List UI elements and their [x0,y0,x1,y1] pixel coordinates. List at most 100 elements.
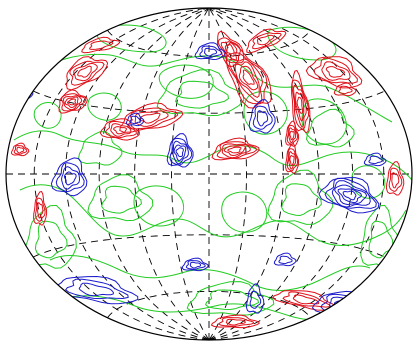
positive-contour [242,69,255,85]
zero-contour-path [87,92,122,121]
positive-contour [138,112,161,124]
zero-contour [87,174,154,222]
meridian-line [208,8,353,340]
zero-contour-path [351,165,386,199]
zero-contour-path [158,64,214,99]
negative-contour [342,190,357,201]
zero-contour [34,220,68,259]
meridian-line [208,8,385,340]
positive-contour [216,141,258,159]
zero-contour-path [49,254,371,291]
positive-contour [60,93,87,112]
positive-contour [77,65,92,78]
negative-contour [203,47,218,57]
zero-contour-path [243,91,288,135]
negative-contour [278,255,293,265]
negative-contour [318,177,380,214]
negative-contour [370,52,390,67]
negative-contour [249,290,262,309]
zero-contour-path [13,130,412,181]
negative-contour [63,171,77,186]
negative-contour [331,180,371,208]
positive-contour [234,61,260,98]
zero-contours [13,24,412,321]
positive-contour [333,82,357,97]
positive-contour [252,32,282,50]
positive-contour [289,130,295,141]
zero-contour-path [267,26,337,61]
positive-contour [292,294,320,305]
positive-contour [391,172,400,189]
negative-contour [181,257,209,272]
zero-contour-path [96,24,167,53]
parallel-line [33,90,385,114]
zero-contour [204,289,260,311]
positive-contour [13,145,28,155]
zero-contour [175,80,230,109]
negative-contour [194,42,226,61]
negative-contour [129,115,142,125]
negative-contour [363,152,387,167]
negative-contour [51,275,139,305]
positive-contour [73,62,98,82]
negative-contour [15,86,30,98]
positive-contours [10,28,405,329]
zero-contour [305,108,355,148]
negative-contour [61,166,81,190]
zero-contour [156,69,245,117]
negative-contour [185,260,206,270]
positive-contour [62,95,83,111]
positive-contour [134,110,169,127]
negative-contour [273,252,297,267]
positive-contour [65,56,109,91]
positive-contour [288,151,297,170]
positive-contour [69,60,105,86]
positive-contour [325,66,346,78]
zero-contour [267,169,334,225]
positive-contour [127,107,179,130]
positive-contour [227,146,242,154]
negative-contour [324,177,377,209]
positive-contour [225,318,246,326]
positive-contour [35,197,46,222]
positive-contour [286,148,299,172]
positive-contour [238,65,259,91]
negative-contours [10,32,390,318]
positive-contour [313,57,358,84]
zero-contour-path [19,184,407,246]
positive-contour [37,202,44,219]
negative-contour [125,112,145,127]
positive-contour [210,314,260,329]
negative-contour [337,188,363,204]
positive-contour [110,123,132,137]
zero-contour [360,204,401,269]
positive-contour [16,146,25,154]
zero-contour-path [221,191,268,233]
positive-contour [220,41,238,61]
negative-contour [374,55,387,65]
zero-contour-path [29,53,393,123]
positive-contour [285,143,300,174]
positive-contour [295,91,305,122]
negative-contour [199,45,223,59]
negative-contour [50,157,88,197]
negative-contour [189,261,202,269]
positive-contour [81,36,121,54]
positive-contour [288,127,297,144]
negative-contour [252,105,273,130]
negative-contour [166,133,194,168]
positive-contour [286,124,299,145]
map-frame [5,7,413,341]
positive-contour [289,155,295,166]
positive-contour [216,30,245,68]
meridian-line [98,8,210,340]
positive-contour [211,137,260,161]
positive-contour [88,40,114,50]
positive-contour [385,161,405,196]
positive-contour [64,96,79,109]
zero-contour [368,220,394,259]
positive-contour [388,167,403,192]
negative-contour [256,110,269,127]
